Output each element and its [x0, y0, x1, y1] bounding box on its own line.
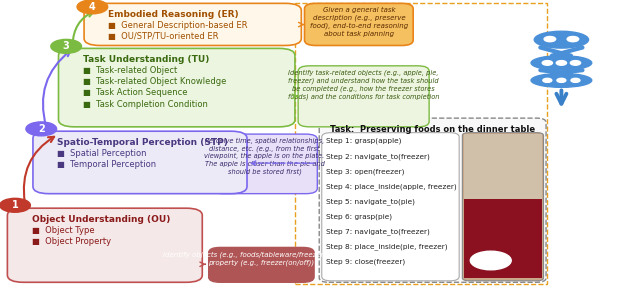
- Text: ■  Task Action Sequence: ■ Task Action Sequence: [83, 88, 188, 97]
- Text: Step 7: navigate_to(freezer): Step 7: navigate_to(freezer): [326, 228, 429, 235]
- Circle shape: [51, 39, 81, 53]
- FancyBboxPatch shape: [298, 66, 429, 127]
- Text: ■  Task Completion Condition: ■ Task Completion Condition: [83, 100, 207, 109]
- Text: Given a general task
description (e.g., preserve
food), end-to-end reasoning
abo: Given a general task description (e.g., …: [310, 7, 408, 37]
- Text: 4: 4: [89, 2, 96, 12]
- Text: 3: 3: [63, 41, 70, 51]
- FancyBboxPatch shape: [319, 118, 546, 282]
- FancyBboxPatch shape: [463, 134, 542, 199]
- Text: Object Understanding (OU): Object Understanding (OU): [31, 214, 170, 223]
- Text: 2: 2: [38, 124, 45, 134]
- Text: Spatio-Temporal Perception (STP): Spatio-Temporal Perception (STP): [57, 138, 228, 147]
- FancyBboxPatch shape: [462, 133, 543, 281]
- Text: Step 1: grasp(apple): Step 1: grasp(apple): [326, 138, 401, 144]
- Text: Identify objects (e.g., foods/tableware/freezer) and their
property (e.g., freez: Identify objects (e.g., foods/tableware/…: [163, 251, 360, 266]
- Circle shape: [543, 78, 552, 82]
- FancyBboxPatch shape: [212, 134, 317, 194]
- Text: Step 8: place_inside(pie, freezer): Step 8: place_inside(pie, freezer): [326, 244, 447, 250]
- Text: Task:  Preserving foods on the dinner table: Task: Preserving foods on the dinner tab…: [330, 125, 535, 134]
- Text: Perceive time, spatial relationships,
distance, etc. (e.g., from the first
viewp: Perceive time, spatial relationships, di…: [204, 138, 324, 175]
- Text: ■  Task-related Object: ■ Task-related Object: [83, 66, 177, 75]
- Circle shape: [571, 78, 580, 82]
- Circle shape: [544, 36, 556, 42]
- Circle shape: [557, 78, 566, 82]
- Text: Step 3: open(freezer): Step 3: open(freezer): [326, 168, 404, 175]
- FancyBboxPatch shape: [84, 3, 301, 45]
- FancyBboxPatch shape: [305, 3, 413, 45]
- Circle shape: [567, 36, 579, 42]
- Text: Step 2: navigate_to(freezer): Step 2: navigate_to(freezer): [326, 153, 429, 160]
- Text: Step 6: grasp(pie): Step 6: grasp(pie): [326, 213, 392, 220]
- Circle shape: [470, 251, 511, 270]
- Ellipse shape: [531, 73, 592, 87]
- Text: Step 5: navigate_to(pie): Step 5: navigate_to(pie): [326, 198, 415, 205]
- Text: ■  Temporal Perception: ■ Temporal Perception: [57, 160, 156, 169]
- Text: ■  General Description-based ER: ■ General Description-based ER: [108, 21, 248, 30]
- FancyBboxPatch shape: [8, 208, 202, 282]
- Circle shape: [77, 0, 108, 14]
- Circle shape: [556, 61, 566, 65]
- Text: ■  Object Type: ■ Object Type: [31, 226, 94, 235]
- FancyBboxPatch shape: [209, 247, 314, 282]
- Text: Embodied Reasoning (ER): Embodied Reasoning (ER): [108, 10, 239, 19]
- Text: Step 4: place_inside(apple, freezer): Step 4: place_inside(apple, freezer): [326, 183, 456, 190]
- Text: Step 9: close(freezer): Step 9: close(freezer): [326, 259, 405, 265]
- Text: ■  Task-related Object Knowledge: ■ Task-related Object Knowledge: [83, 77, 226, 86]
- Circle shape: [542, 61, 552, 65]
- Text: ■  Object Property: ■ Object Property: [31, 237, 111, 246]
- Circle shape: [570, 61, 580, 65]
- Text: ■  Spatial Perception: ■ Spatial Perception: [57, 149, 147, 158]
- FancyBboxPatch shape: [463, 196, 542, 278]
- Text: Task Understanding (TU): Task Understanding (TU): [83, 55, 209, 64]
- Text: 1: 1: [12, 200, 19, 210]
- Circle shape: [0, 198, 30, 212]
- Text: Identify task-related objects (e.g., apple, pie,
freezer) and understand how the: Identify task-related objects (e.g., app…: [288, 69, 440, 100]
- FancyBboxPatch shape: [322, 133, 459, 281]
- Circle shape: [26, 122, 56, 136]
- Ellipse shape: [534, 31, 589, 48]
- Ellipse shape: [531, 56, 592, 70]
- FancyBboxPatch shape: [33, 131, 247, 194]
- Text: ■  OU/STP/TU-oriented ER: ■ OU/STP/TU-oriented ER: [108, 32, 219, 41]
- FancyBboxPatch shape: [58, 48, 295, 127]
